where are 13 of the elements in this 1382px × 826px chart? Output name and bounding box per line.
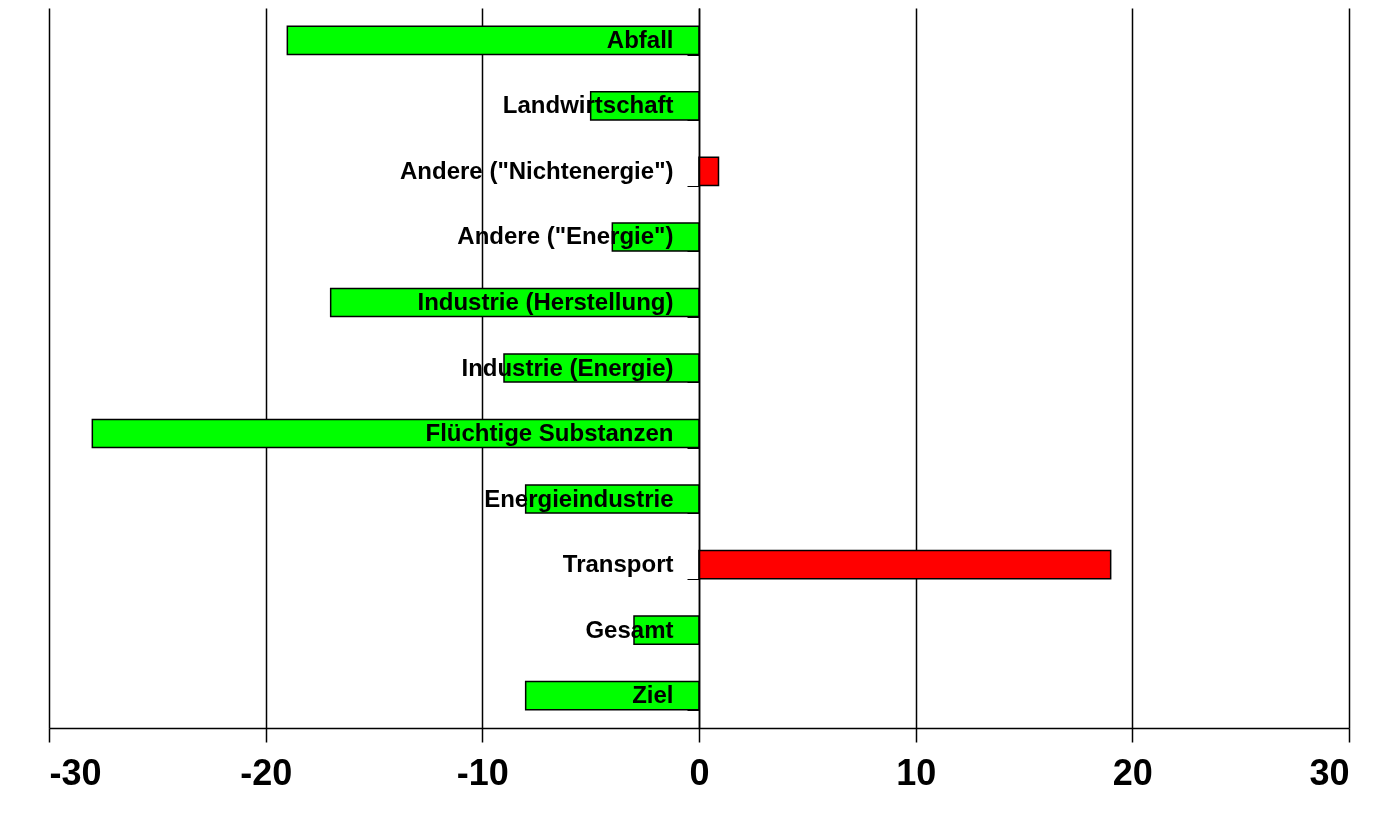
y-tick-label: Flüchtige Substanzen [425, 419, 674, 447]
y-tick-label: Ziel [632, 681, 674, 709]
y-tick-label: Transport [562, 550, 674, 578]
x-tick-label: 0 [689, 751, 710, 793]
y-tick-label: Abfall [606, 25, 674, 53]
y-tick-label: Industrie (Herstellung) [417, 287, 674, 315]
x-tick-label: -10 [456, 751, 509, 793]
x-tick-label: 20 [1112, 751, 1153, 793]
y-tick-label: Andere ("Nichtenergie") [400, 156, 674, 184]
x-tick-label: 10 [896, 751, 937, 793]
x-tick-label: -20 [240, 751, 293, 793]
x-tick-label: 30 [1309, 751, 1350, 793]
x-tick-label: -30 [49, 751, 102, 793]
